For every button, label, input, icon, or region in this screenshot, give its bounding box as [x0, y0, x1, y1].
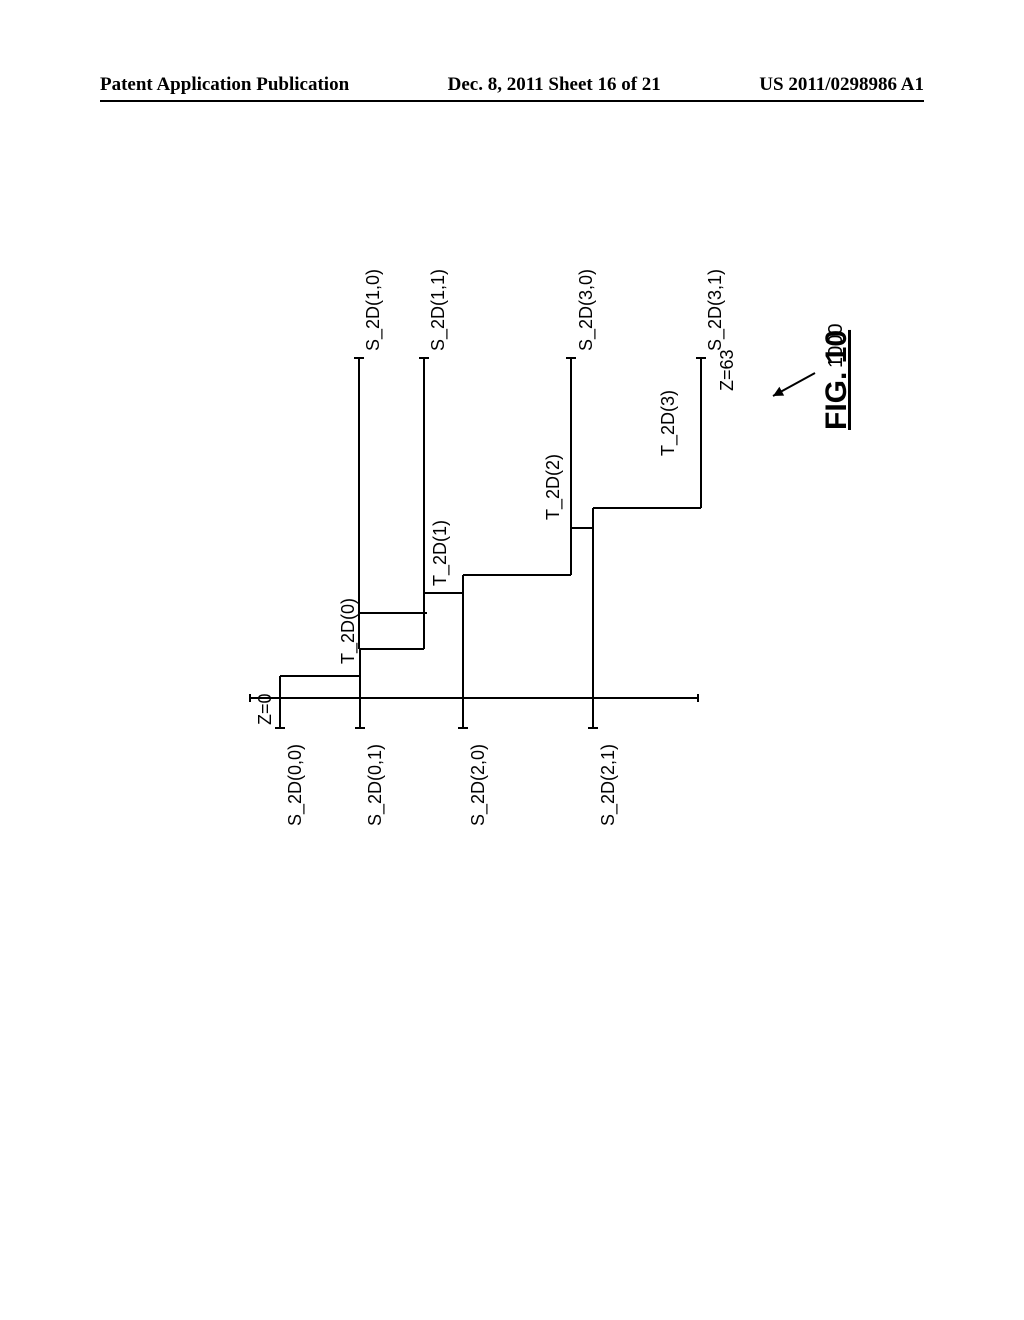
bottom-s-label: S_2D(2,0) [468, 744, 489, 826]
mid-t-label: T_2D(0) [338, 598, 359, 664]
bottom-s-label: S_2D(0,1) [365, 744, 386, 826]
axis-zmin-label: Z=0 [255, 693, 276, 725]
figure-area: Z=0 Z=63 S_2D(1,0)S_2D(1,1)S_2D(3,0)S_2D… [155, 168, 715, 718]
bottom-s-label: S_2D(2,1) [598, 744, 619, 826]
header-center: Dec. 8, 2011 Sheet 16 of 21 [448, 74, 661, 96]
top-s-label: S_2D(3,1) [705, 269, 726, 351]
mid-t-label: T_2D(2) [543, 454, 564, 520]
top-s-label: S_2D(1,1) [428, 269, 449, 351]
page-header: Patent Application Publication Dec. 8, 2… [0, 74, 1024, 96]
mid-t-label: T_2D(3) [658, 390, 679, 456]
header-right: US 2011/0298986 A1 [759, 74, 924, 96]
axis-zmax-label: Z=63 [717, 349, 738, 391]
figure-caption: FIG. 10 [820, 330, 854, 430]
figure-svg [155, 168, 855, 768]
top-s-label: S_2D(3,0) [576, 269, 597, 351]
header-left: Patent Application Publication [100, 74, 349, 96]
bottom-s-label: S_2D(0,0) [285, 744, 306, 826]
mid-t-label: T_2D(1) [430, 520, 451, 586]
top-s-label: S_2D(1,0) [363, 269, 384, 351]
header-rule [100, 100, 924, 102]
